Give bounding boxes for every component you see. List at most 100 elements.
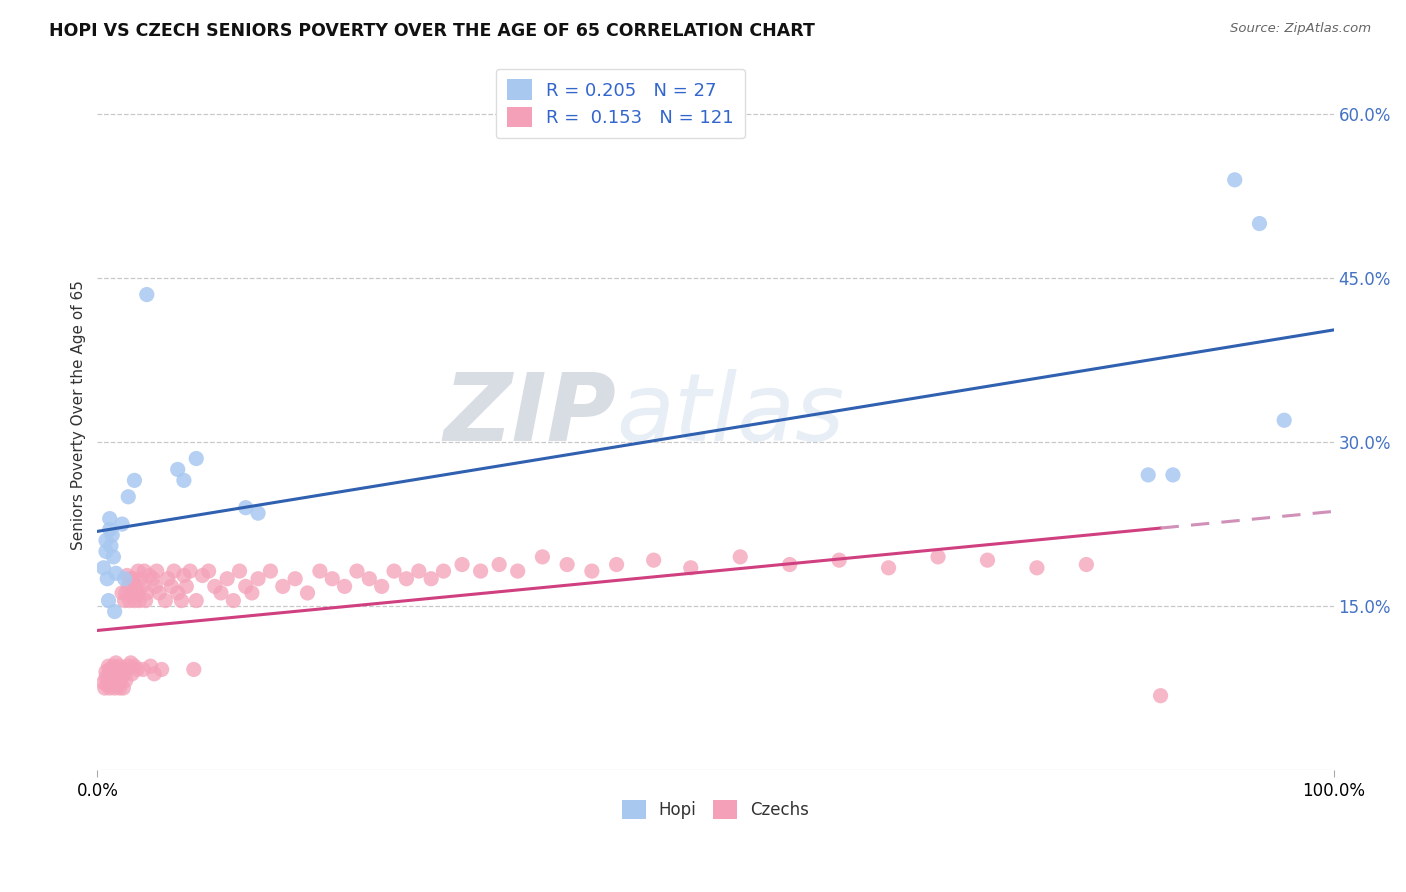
Point (124, 659, 146, 673)
Point (247, 506, 270, 520)
Point (217, 572, 239, 586)
Point (108, 681, 131, 695)
Point (128, 593, 150, 607)
Point (94, 544, 117, 558)
Point (170, 593, 193, 607)
Point (94, 665, 117, 679)
Point (297, 586, 319, 600)
Point (135, 593, 157, 607)
Point (114, 586, 136, 600)
Point (235, 500, 257, 515)
Point (138, 568, 160, 582)
Point (186, 451, 208, 466)
Point (98, 681, 121, 695)
Point (101, 678, 124, 692)
Point (432, 564, 454, 578)
Point (1076, 558, 1098, 572)
Point (142, 572, 165, 586)
Point (470, 564, 492, 578)
Point (101, 666, 124, 681)
Point (166, 462, 188, 476)
Point (111, 586, 134, 600)
Point (114, 673, 136, 688)
Point (1137, 467, 1160, 482)
Point (1149, 689, 1171, 703)
Point (191, 568, 214, 582)
Point (247, 572, 270, 586)
Point (94, 670, 117, 684)
Point (114, 593, 136, 607)
Point (121, 666, 143, 681)
Point (110, 673, 132, 688)
Point (125, 663, 148, 677)
Point (97, 593, 120, 607)
Point (531, 549, 554, 564)
Point (148, 586, 170, 600)
Point (107, 678, 129, 692)
Point (606, 558, 628, 572)
Point (132, 663, 155, 677)
Point (108, 659, 131, 673)
Point (117, 490, 139, 504)
Point (506, 564, 529, 578)
Point (127, 564, 149, 578)
Point (94, 681, 117, 695)
Point (488, 558, 510, 572)
Point (104, 605, 127, 619)
Point (101, 528, 124, 542)
Point (228, 564, 250, 578)
Point (728, 549, 751, 564)
Point (100, 670, 122, 684)
Point (643, 553, 665, 567)
Point (346, 564, 368, 578)
Point (134, 564, 156, 578)
Point (114, 666, 136, 681)
Point (107, 666, 129, 681)
Point (93, 561, 115, 575)
Point (420, 572, 443, 586)
Point (143, 666, 166, 681)
Point (976, 553, 998, 567)
Point (103, 673, 125, 688)
Point (222, 593, 245, 607)
Point (150, 663, 173, 677)
Point (197, 564, 219, 578)
Point (105, 663, 128, 677)
Point (186, 593, 208, 607)
Point (382, 564, 405, 578)
Point (105, 670, 128, 684)
Point (124, 593, 146, 607)
Point (97, 673, 120, 688)
Point (118, 593, 141, 607)
Point (173, 474, 195, 488)
Point (139, 659, 162, 673)
Point (451, 558, 474, 572)
Point (131, 579, 153, 593)
Point (183, 663, 205, 677)
Point (284, 572, 307, 586)
Point (115, 568, 138, 582)
Point (93, 675, 115, 690)
Point (110, 665, 132, 679)
Point (173, 568, 195, 582)
Y-axis label: Seniors Poverty Over the Age of 65: Seniors Poverty Over the Age of 65 (72, 280, 86, 549)
Text: HOPI VS CZECH SENIORS POVERTY OVER THE AGE OF 65 CORRELATION CHART: HOPI VS CZECH SENIORS POVERTY OVER THE A… (49, 22, 815, 40)
Point (395, 572, 418, 586)
Point (160, 579, 183, 593)
Point (877, 561, 900, 575)
Point (122, 572, 145, 586)
Legend: Hopi, Czechs: Hopi, Czechs (616, 793, 815, 826)
Point (120, 572, 142, 586)
Point (120, 656, 142, 670)
Point (96, 572, 118, 586)
Point (145, 564, 167, 578)
Point (370, 579, 392, 593)
Point (135, 586, 157, 600)
Point (112, 681, 135, 695)
Point (104, 656, 127, 670)
Point (135, 287, 157, 301)
Point (97, 659, 120, 673)
Point (127, 586, 149, 600)
Point (204, 579, 226, 593)
Point (1272, 413, 1295, 427)
